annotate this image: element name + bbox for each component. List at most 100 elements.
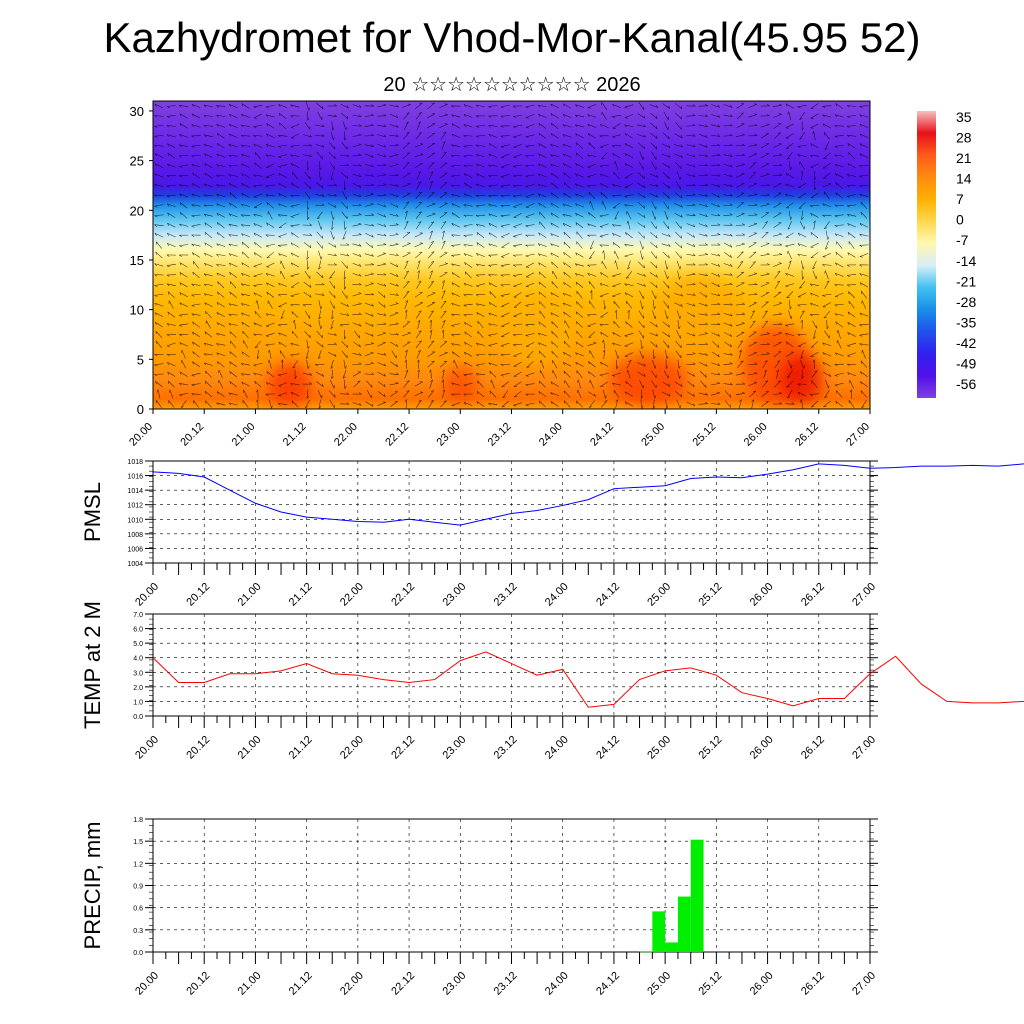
wind-vector-head [418,310,422,313]
wind-vector-head [278,166,282,168]
wind-vector-head [766,342,770,345]
wind-vector-head [847,196,851,198]
wind-vector-head [834,313,838,316]
wind-vector-head [451,194,454,197]
wind-vector [662,291,670,299]
wind-vector [180,211,188,219]
wind-vector [203,125,214,127]
wind-vector [785,172,794,179]
wind-vector-head [612,285,616,288]
wind-vector-head [266,222,269,226]
wind-vector-head [753,103,757,105]
y-tick-label: 1004 [127,561,143,568]
wind-vector-head [778,302,782,304]
x-tick-label: 26.12 [799,581,827,609]
wind-vector [440,400,447,408]
wind-vector [364,312,374,317]
wind-vector-head [488,143,491,147]
wind-vector-head [167,152,170,156]
wind-vector-head [612,275,616,278]
wind-vector-head [346,253,350,257]
wind-vector-head [550,212,553,216]
wind-vector [686,232,695,238]
wind-vector [278,104,287,108]
wind-vector [500,174,510,177]
wind-vector-head [587,234,591,238]
wind-vector [341,142,348,150]
wind-vector [748,373,758,376]
wind-vector [179,282,188,288]
wind-vector-head [179,254,182,257]
wind-vector [513,352,523,357]
wind-vector-head [551,182,553,186]
wind-vector [254,241,262,249]
wind-vector [760,333,770,336]
wind-vector [575,361,584,367]
wind-vector-head [475,135,479,138]
wind-vector-head [253,196,257,198]
wind-vector [847,342,857,346]
wind-vector-head [488,106,492,109]
wind-vector-head [729,362,733,365]
wind-vector-head [443,221,447,223]
wind-vector-head [345,127,347,131]
wind-vector-head [500,115,504,118]
wind-vector-head [216,153,219,157]
wind-vector-head [717,114,721,118]
wind-vector [823,400,831,408]
wind-vector-head [730,323,733,327]
wind-vector-head [383,204,387,208]
panel-frame [152,460,871,564]
wind-vector-head [612,233,615,236]
wind-vector-head [417,319,421,323]
wind-vector [205,320,211,329]
wind-vector-head [383,233,387,237]
wind-vector [428,310,434,319]
wind-vector [797,243,807,247]
wind-vector [723,114,733,117]
wind-vector-head [599,123,603,127]
precip-bar [665,942,678,952]
wind-vector [748,144,758,147]
wind-vector [810,252,819,258]
wind-vector [403,201,410,210]
wind-vector [241,224,251,227]
wind-vector [637,282,646,287]
wind-vector-head [692,134,696,137]
wind-vector [377,342,386,347]
wind-vector-head [315,364,318,367]
wind-vector [265,243,275,247]
wind-vector [292,171,298,180]
wind-vector [377,391,386,398]
wind-vector-head [419,242,423,244]
wind-vector [625,391,633,397]
wind-vector-head [475,215,479,218]
wind-vector [538,153,547,158]
wind-vector [377,332,386,337]
wind-vector [327,333,337,336]
x-tick-label: 21.00 [230,421,258,449]
wind-vector [835,103,844,109]
wind-vector-head [574,114,578,118]
wind-vector-head [539,359,542,363]
wind-vector-head [179,175,182,178]
wind-vector [241,303,250,307]
wind-vector-head [383,273,387,276]
wind-vector-head [740,251,744,253]
wind-vector [563,163,572,169]
wind-vector-head [333,137,335,141]
wind-vector-head [406,390,410,392]
wind-vector-head [253,285,257,287]
wind-vector [735,304,745,306]
wind-vector [204,163,213,169]
wind-vector [636,124,646,128]
wind-vector-head [204,331,207,335]
wind-vector [575,203,584,208]
wind-vector-head [179,342,182,346]
colorbar-label: 21 [956,150,972,166]
wind-vector [589,300,595,309]
wind-vector [216,193,226,197]
wind-vector-head [383,173,387,176]
wind-vector [650,370,657,379]
wind-vector-head [204,242,207,246]
